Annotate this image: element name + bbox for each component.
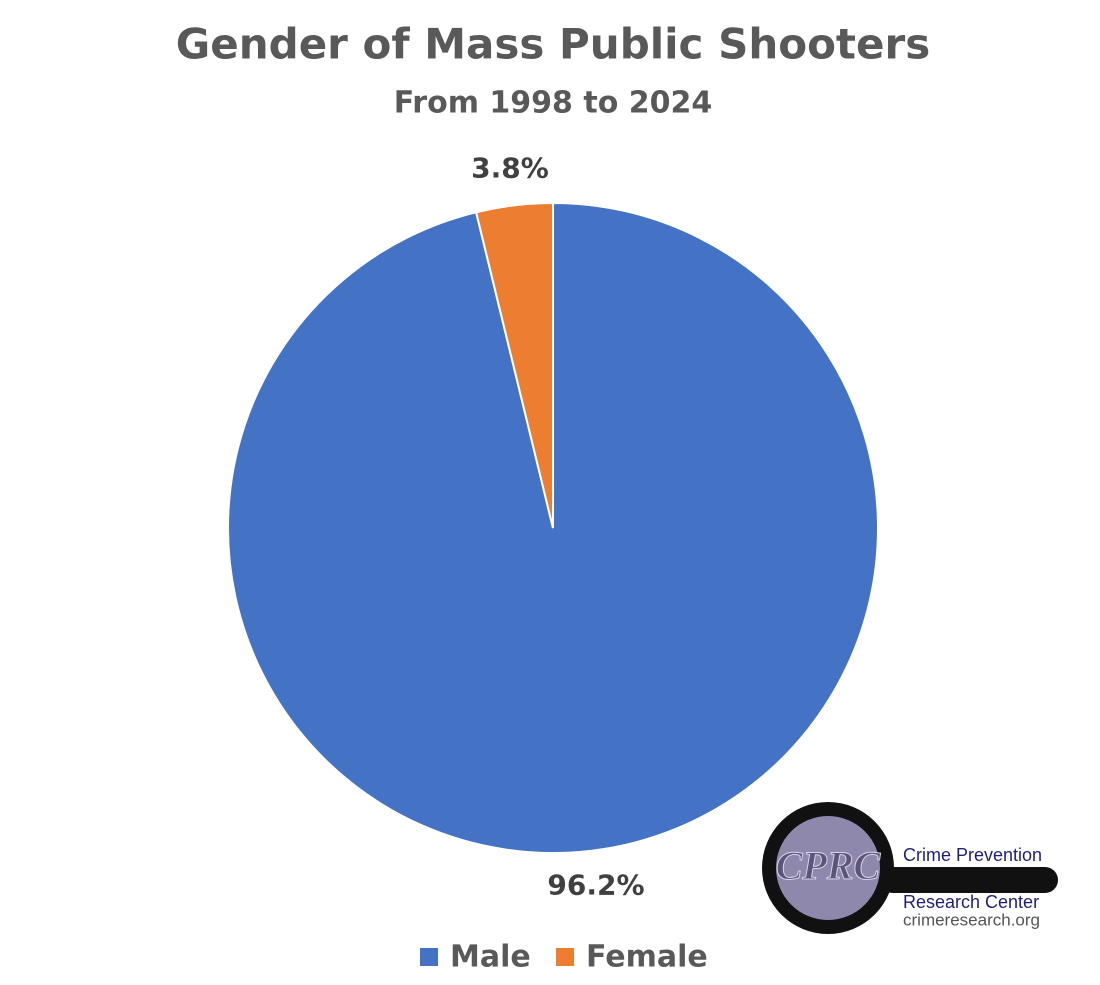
legend-swatch (420, 948, 438, 966)
data-label: 3.8% (471, 152, 549, 185)
legend-swatch (556, 948, 574, 966)
data-label: 96.2% (547, 868, 644, 901)
legend-label: Female (586, 940, 708, 975)
logo-lens (776, 816, 880, 920)
logo-handle (880, 867, 1058, 893)
logo-bg (898, 893, 1066, 933)
pie-slice (474, 201, 554, 529)
logo-name: Research Center (903, 892, 1039, 912)
logo-name: Crime Prevention (903, 845, 1042, 865)
chart-subtitle: From 1998 to 2024 (394, 86, 713, 121)
logo-bg (898, 842, 1066, 866)
legend-label: Male (450, 940, 531, 975)
chart-title: Gender of Mass Public Shooters (176, 20, 930, 69)
logo: CPRC Crime Prevention Research Center cr… (762, 802, 1066, 934)
logo-mark: CPRC (776, 843, 882, 888)
logo-url: crimeresearch.org (903, 910, 1040, 929)
